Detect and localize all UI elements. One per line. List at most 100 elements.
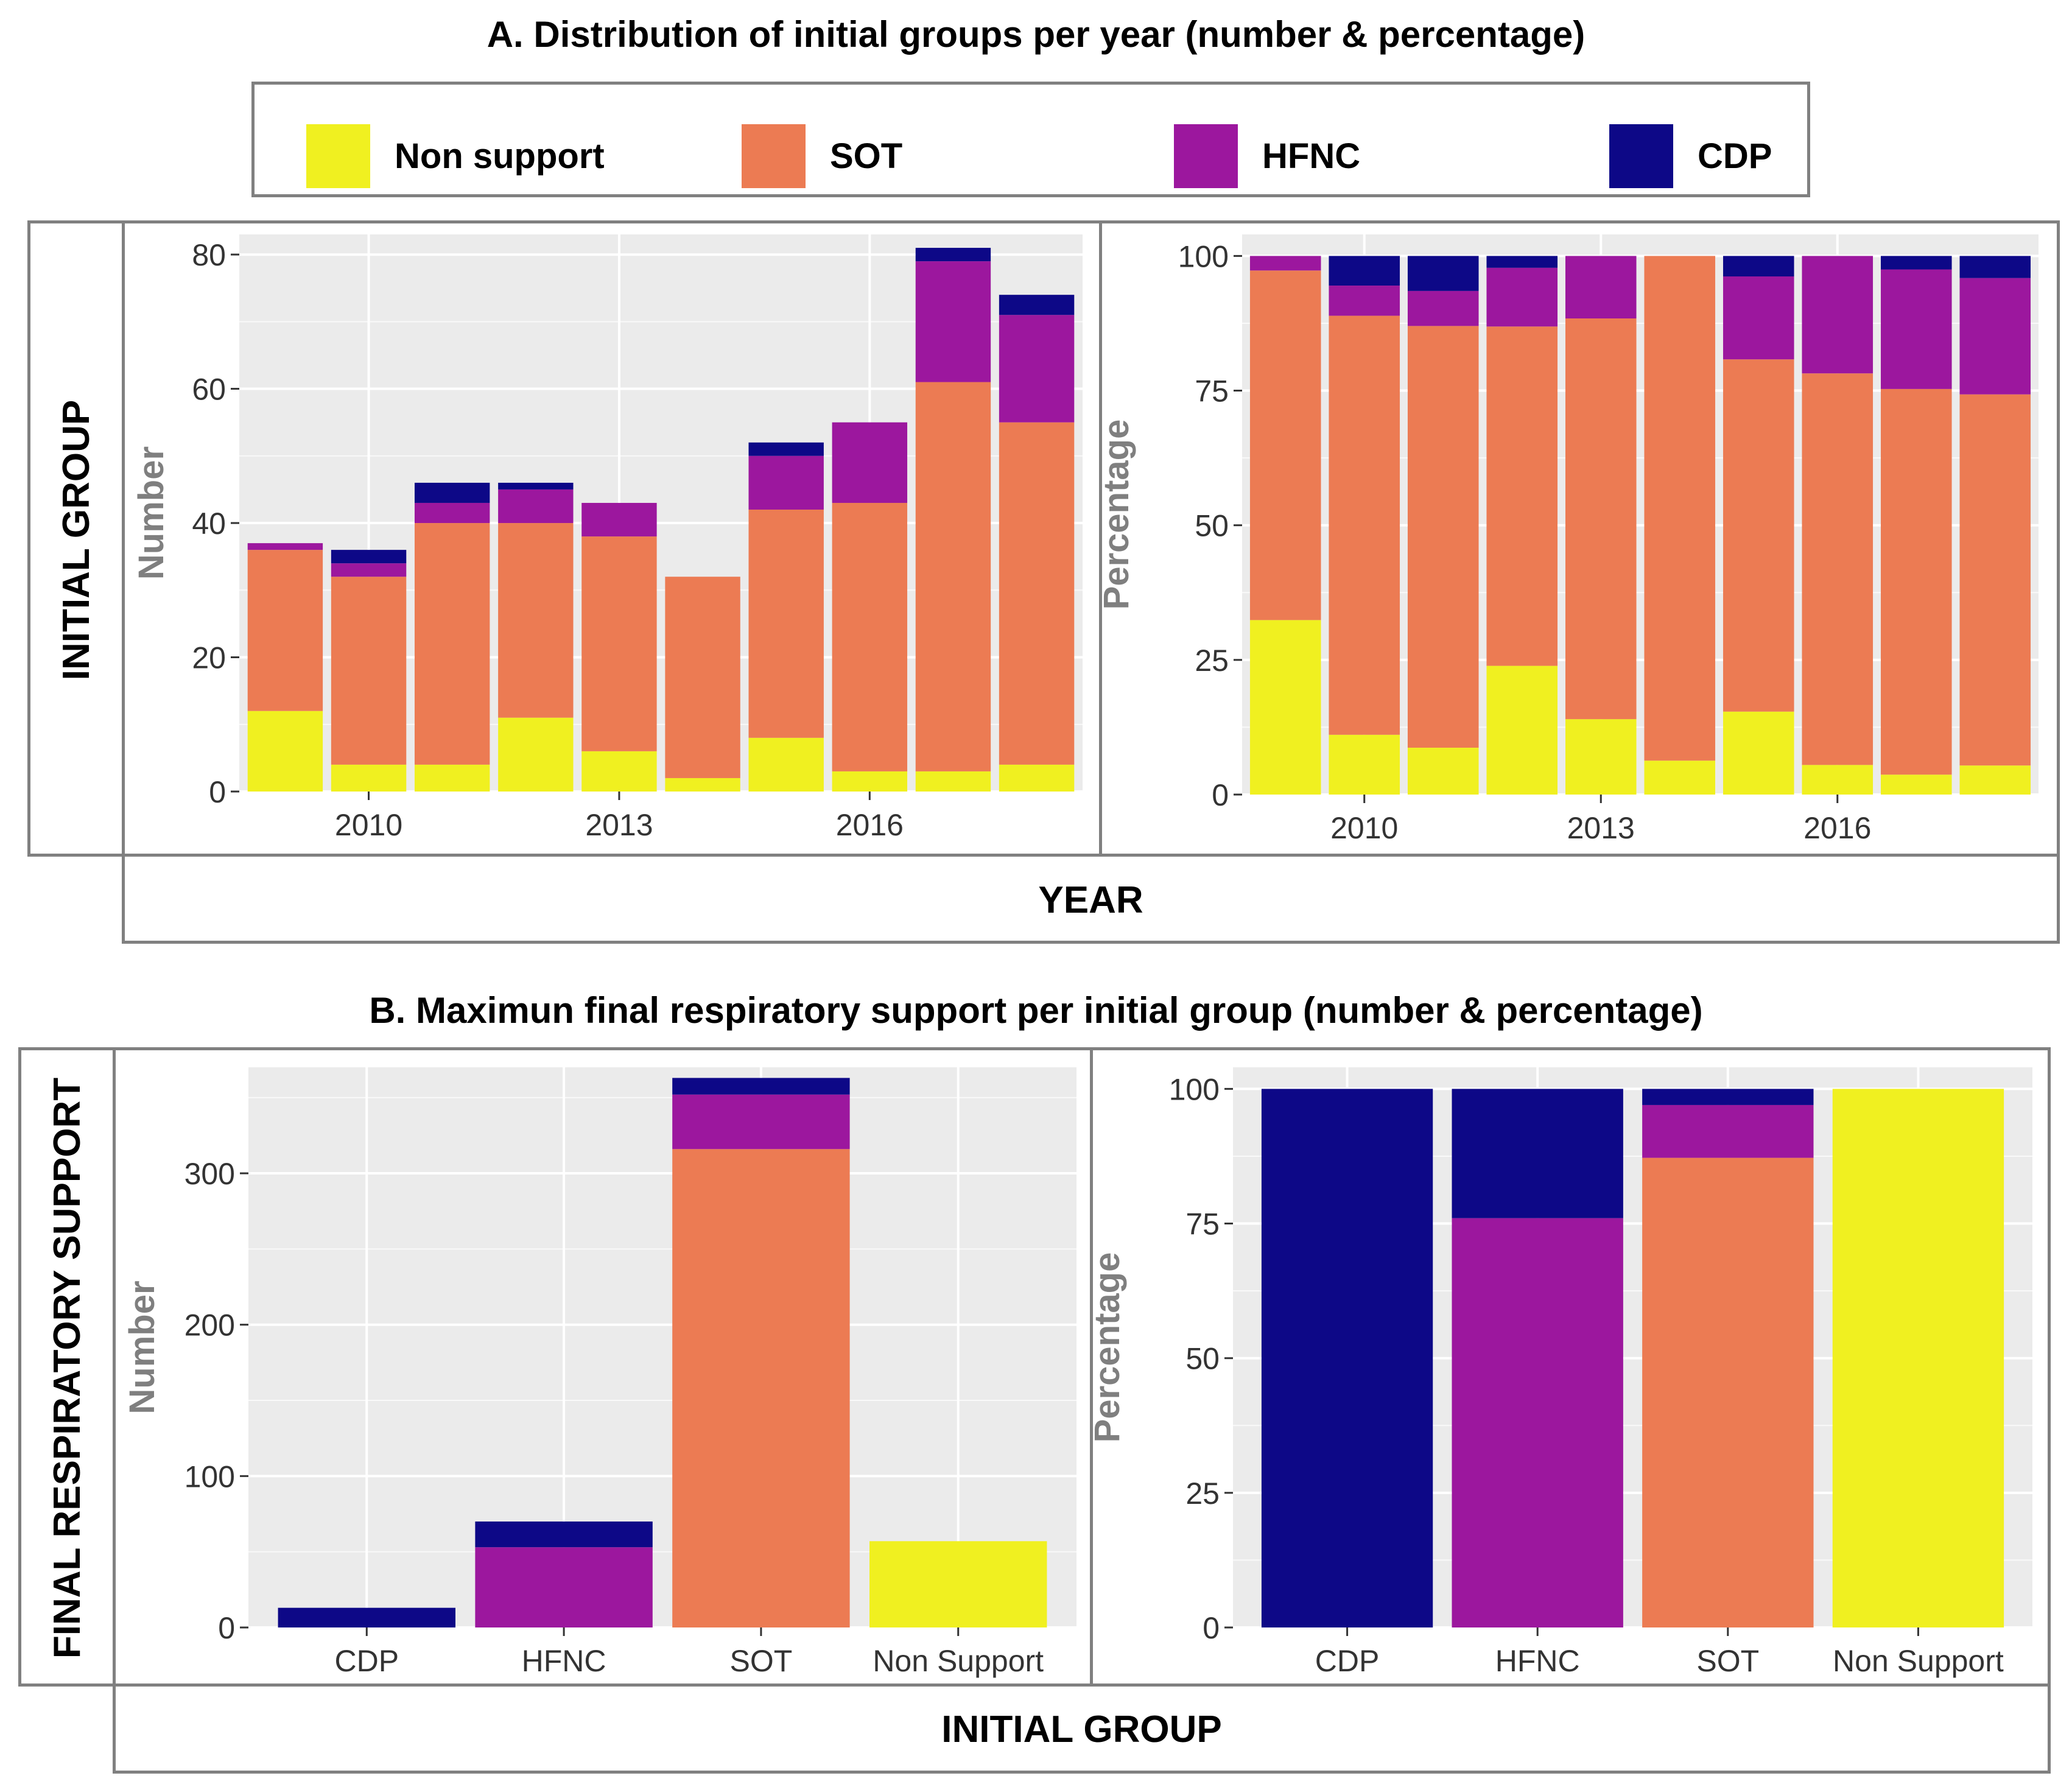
bar-segment-sot [1329,315,1400,735]
bar-segment-cdp [278,1607,455,1627]
bar-segment-sot [672,1149,850,1627]
bar-segment-cdp [1486,256,1558,268]
legend-label: SOT [830,136,903,176]
bar-segment-cdp [1407,256,1479,291]
x-tick-label: SOT [1696,1644,1759,1678]
bar-segment-sot [1723,359,1794,712]
strip-label-year: YEAR [1038,879,1143,921]
y-tick-label: 100 [1178,239,1229,273]
bar-segment-non-support [1880,774,1952,795]
x-tick-label: Non Support [1833,1644,2004,1678]
legend-swatch-hfnc [1174,124,1238,188]
y-tick-label: 20 [192,641,226,675]
y-tick-label: 50 [1195,509,1229,543]
bar-segment-sot [1407,326,1479,748]
bar-segment-non-support [832,771,908,792]
section-b-column-strip [113,1683,2051,1774]
bar-segment-hfnc [498,489,574,524]
bar-segment-hfnc [331,563,407,577]
bar-segment-non-support [1802,765,1874,795]
x-tick-label: 2013 [585,808,653,842]
bar-segment-cdp [1880,256,1952,270]
bar-segment-hfnc [1486,267,1558,327]
bar-segment-hfnc [1565,256,1637,318]
bar-segment-sot [832,502,908,771]
bar-segment-non-support [1565,719,1637,795]
bar-segment-cdp [915,248,991,262]
bar-segment-cdp [1329,256,1400,286]
bar-segment-cdp [748,442,824,456]
section-b-title: B. Maximun final respiratory support per… [369,990,1703,1031]
section-a-column-strip [122,854,2060,944]
x-tick-label: 2010 [335,808,402,842]
bar-segment-hfnc [414,502,490,524]
y-tick-label: 25 [1195,644,1229,678]
bar-segment-cdp [1452,1089,1623,1218]
legend-item-non-support: Non support [306,124,605,188]
y-tick-label: 50 [1185,1342,1220,1376]
bar-segment-sot [915,382,991,771]
y-tick-label: 40 [192,507,226,541]
bar-segment-sot [498,523,574,718]
x-tick-label: CDP [1315,1644,1380,1678]
x-tick-label: HFNC [1495,1644,1580,1678]
y-tick-label: 0 [1203,1611,1220,1645]
x-tick-label: CDP [334,1644,399,1678]
bar-segment-sot [1565,318,1637,720]
bar-segment-cdp [672,1078,850,1095]
legend-label: HFNC [1262,136,1361,176]
strip-label-initial-group: INITIAL GROUP [55,399,97,681]
y-tick-label: 75 [1185,1207,1220,1241]
chart-b-percentage: 0 25 50 75 100 CDP HFNC SOT Non Support Percentag… [1087,1067,2032,1678]
bar-segment-sot [665,577,740,778]
legend-item-sot: SOT [742,124,902,188]
x-tick-label: 2016 [836,808,904,842]
bar-segment-sot [1802,373,1874,765]
chart-a-number: 0 20 40 60 80 2010 2013 2016 Number [132,234,1083,842]
chart-a-percentage: 0 25 50 75 100 2010 2013 2016 Percentage [1097,234,2039,845]
y-axis-title: Number [122,1280,162,1414]
bar-segment-hfnc [1880,269,1952,389]
bar-segment-hfnc [1802,256,1874,374]
bar-segment-hfnc [748,455,824,510]
strip-label-final-respiratory-support: FINAL RESPIRATORY SUPPORT [46,1077,88,1659]
bar-segment-hfnc [1452,1218,1623,1627]
bar-segment-hfnc [1407,290,1479,326]
bar-segment-non-support [1644,760,1716,795]
bar-segment-sot [1642,1157,1814,1627]
bar-segment-hfnc [1723,276,1794,360]
y-tick-label: 80 [192,238,226,272]
bar-segment-cdp [1723,256,1794,276]
bar-segment-non-support [1407,748,1479,795]
bar-segment-cdp [1642,1089,1814,1105]
bar-segment-sot [414,523,490,765]
bar-segment-non-support [331,764,407,792]
y-tick-label: 100 [184,1459,235,1494]
bar-segment-non-support [414,764,490,792]
y-axis-title: Percentage [1097,420,1136,610]
bar-segment-non-support [1723,711,1794,795]
y-tick-label: 200 [184,1308,235,1343]
legend-label: CDP [1698,136,1772,176]
bar-segment-sot [331,577,407,765]
bar-segment-cdp [331,550,407,564]
bar-segment-non-support [999,764,1075,792]
bar-segment-non-support [1329,734,1400,795]
bar-segment-sot [1486,326,1558,666]
y-tick-label: 0 [209,775,226,809]
bar-segment-non-support [748,737,824,792]
bar-segment-hfnc [247,543,323,550]
bar-segment-sot [1249,270,1321,620]
y-tick-label: 25 [1185,1476,1220,1511]
legend-item-cdp: CDP [1609,124,1772,188]
legend-swatch-non-support [306,124,370,188]
legend-swatch-sot [742,124,806,188]
bar-segment-hfnc [1959,278,2031,395]
legend-item-hfnc: HFNC [1174,124,1360,188]
bar-segment-sot [1880,388,1952,775]
bar-segment-hfnc [1642,1104,1814,1158]
bar-segment-sot [1644,256,1716,761]
x-tick-label: Non Support [873,1644,1044,1678]
x-tick-label: SOT [730,1644,793,1678]
y-axis-title: Percentage [1087,1252,1127,1443]
